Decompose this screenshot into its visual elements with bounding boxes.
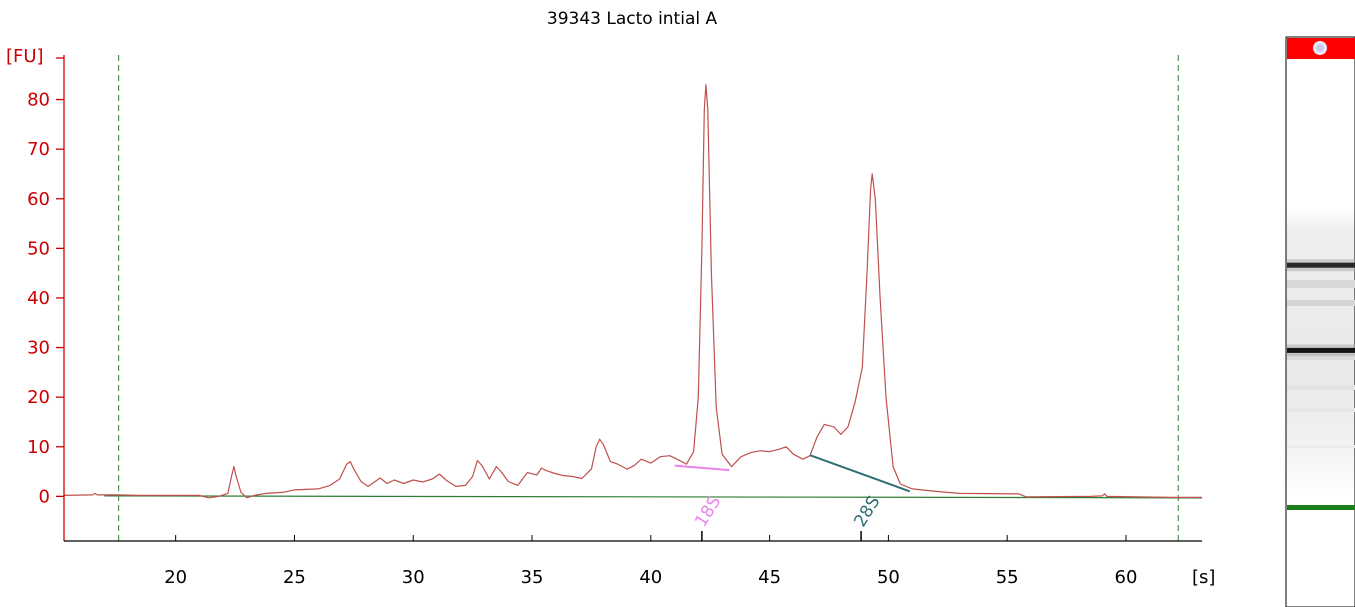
y-tick-label: 50 [27, 238, 50, 259]
gel-lane [1285, 36, 1355, 607]
fluorescence-trace [63, 84, 1202, 499]
gel-smear-1 [1287, 280, 1355, 288]
y-tick-label: 0 [39, 486, 50, 507]
gel-band [1287, 262, 1355, 268]
y-axis-unit-label: [FU] [6, 46, 44, 67]
x-tick-label: 40 [639, 567, 662, 588]
x-tick-label: 35 [521, 567, 544, 588]
y-tick-label: 70 [27, 139, 50, 160]
gel-lane-frame [1285, 36, 1355, 607]
x-tick-label: 30 [402, 567, 425, 588]
gel-smear-6 [1287, 445, 1355, 448]
x-axis-unit-label: [s] [1192, 567, 1215, 588]
x-tick-label: 50 [877, 567, 900, 588]
gel-smear-2 [1287, 300, 1355, 306]
y-tick-label: 40 [27, 288, 50, 309]
x-tick-label: 20 [164, 567, 187, 588]
baseline-line [104, 495, 1203, 499]
gel-top-marker-glyph [1313, 41, 1327, 55]
y-tick-label: 20 [27, 387, 50, 408]
x-tick-label: 25 [283, 567, 306, 588]
x-tick-label: 60 [1115, 567, 1138, 588]
chart-title: 39343 Lacto intial A [547, 9, 718, 29]
peak-baseline-segment [809, 454, 911, 493]
gel-smear-4 [1287, 385, 1355, 390]
x-tick-label: 45 [758, 567, 781, 588]
y-tick-label: 60 [27, 189, 50, 210]
peak-label: 18S [691, 493, 725, 531]
gel-lower-marker [1287, 505, 1355, 510]
gel-smear-5 [1287, 408, 1355, 412]
peak-label: 28S [850, 493, 884, 531]
y-tick-label: 30 [27, 338, 50, 359]
gel-band [1287, 347, 1355, 353]
peak-baseline-segment [674, 464, 730, 472]
y-tick-label: 10 [27, 437, 50, 458]
y-tick-label: 80 [27, 90, 50, 111]
x-tick-label: 55 [996, 567, 1019, 588]
